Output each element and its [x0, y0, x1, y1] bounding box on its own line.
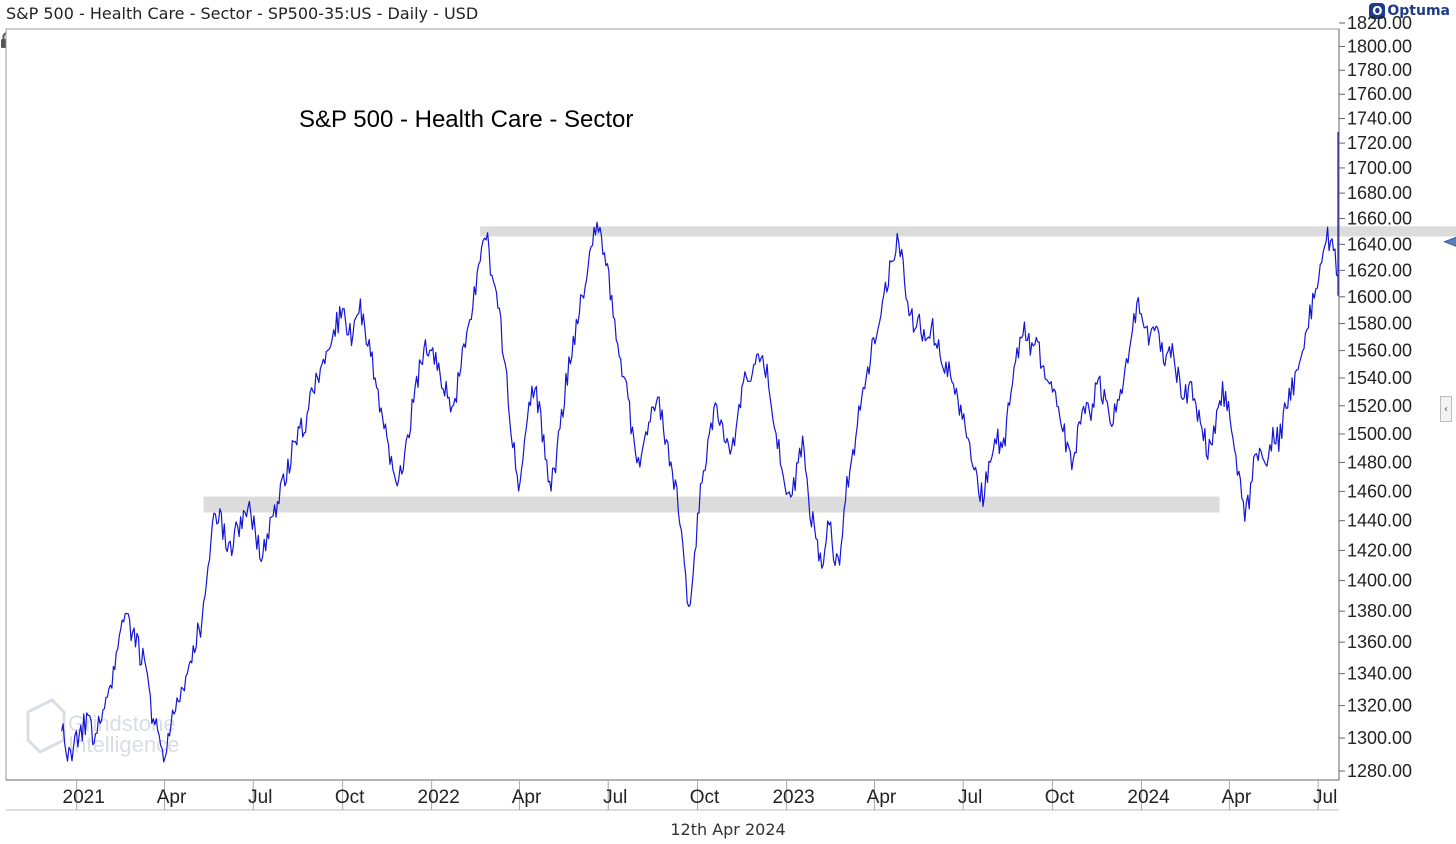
y-tick-label-1760: 1760.00 — [1347, 84, 1412, 104]
y-tick-label-1380: 1380.00 — [1347, 601, 1412, 621]
x-tick-label-3: Oct — [335, 787, 365, 808]
x-tick-label-0: 2021 — [63, 787, 105, 808]
pointer-arrow-left — [1443, 236, 1456, 247]
y-tick-label-1340: 1340.00 — [1347, 664, 1412, 684]
y-tick-label-1680: 1680.00 — [1347, 183, 1412, 203]
y-tick-label-1560: 1560.00 — [1347, 341, 1412, 361]
y-tick-label-1480: 1480.00 — [1347, 452, 1412, 472]
x-tick-label-14: Jul — [1313, 787, 1337, 808]
y-tick-label-1600: 1600.00 — [1347, 287, 1412, 307]
y-tick-label-1400: 1400.00 — [1347, 571, 1412, 591]
optuma-logo-icon: O — [1369, 3, 1386, 19]
y-tick-label-1280: 1280.00 — [1347, 761, 1412, 781]
chart-footer-date: 12th Apr 2024 — [670, 820, 786, 839]
y-tick-label-1300: 1300.00 — [1347, 728, 1412, 748]
y-tick-label-1620: 1620.00 — [1347, 260, 1412, 280]
x-tick-label-1: Apr — [157, 787, 187, 808]
horizontal-band-0 — [480, 226, 1456, 237]
y-tick-label-1440: 1440.00 — [1347, 511, 1412, 531]
y-axis[interactable]: 1280.00 1300.00 1320.00 1340.00 1360.00 1380.… — [1338, 13, 1412, 781]
plot-area — [5, 28, 1340, 781]
x-axis[interactable]: 2021 Apr Jul Oct 2022 Apr Jul Oct 2023 Apr Jul Oct 2… — [6, 779, 1339, 811]
y-tick-label-1500: 1500.00 — [1347, 424, 1412, 444]
chart-inner-title: S&P 500 - Health Care - Sector — [299, 106, 633, 133]
optuma-brand-text: Optuma — [1387, 3, 1450, 19]
y-tick-label-1580: 1580.00 — [1347, 314, 1412, 334]
x-tick-label-2: Jul — [248, 787, 272, 808]
y-tick-label-1540: 1540.00 — [1347, 368, 1412, 388]
x-tick-label-10: Jul — [958, 787, 982, 808]
y-tick-label-1360: 1360.00 — [1347, 632, 1412, 652]
y-tick-label-1520: 1520.00 — [1347, 396, 1412, 416]
x-tick-label-11: Oct — [1045, 787, 1075, 808]
y-tick-label-1700: 1700.00 — [1347, 158, 1412, 178]
price-series-line-0 — [61, 131, 1339, 763]
y-tick-label-1820: 1820.00 — [1347, 13, 1412, 33]
x-tick-label-7: Oct — [690, 787, 720, 808]
x-tick-label-13: Apr — [1222, 787, 1252, 808]
y-tick-label-1660: 1660.00 — [1347, 209, 1412, 229]
y-tick-label-1460: 1460.00 — [1347, 481, 1412, 501]
y-tick-label-1740: 1740.00 — [1347, 109, 1412, 129]
horizontal-band-1 — [203, 496, 1220, 513]
optuma-logo[interactable]: O Optuma — [1369, 3, 1450, 19]
x-tick-label-6: Jul — [603, 787, 627, 808]
y-tick-label-1640: 1640.00 — [1347, 234, 1412, 254]
chart-header-title: S&P 500 - Health Care - Sector - SP500-3… — [6, 4, 479, 23]
x-tick-label-9: Apr — [867, 787, 897, 808]
y-tick-label-1720: 1720.00 — [1347, 133, 1412, 153]
y-tick-label-1320: 1320.00 — [1347, 696, 1412, 716]
y-tick-label-1800: 1800.00 — [1347, 36, 1412, 56]
annotations-group — [1443, 236, 1456, 247]
side-panel-collapse-handle[interactable]: ‹ — [1440, 396, 1452, 422]
x-tick-label-12: 2024 — [1127, 787, 1170, 808]
x-tick-label-5: Apr — [512, 787, 542, 808]
y-tick-label-1420: 1420.00 — [1347, 540, 1412, 560]
y-tick-label-1780: 1780.00 — [1347, 60, 1412, 80]
x-tick-label-8: 2023 — [772, 787, 814, 808]
x-tick-label-4: 2022 — [418, 787, 460, 808]
support-resistance-bands — [203, 226, 1456, 513]
price-series-group — [61, 131, 1339, 763]
